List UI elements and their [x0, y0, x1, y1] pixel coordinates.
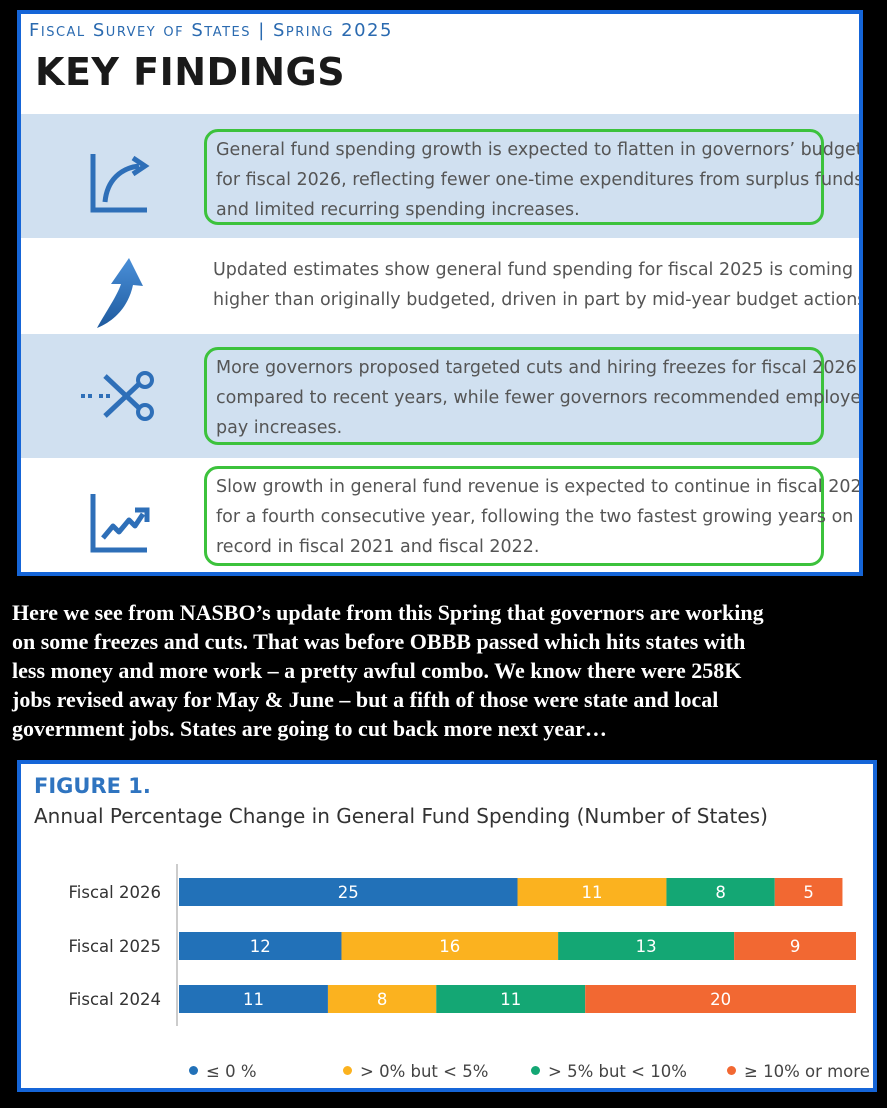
figure-panel: FIGURE 1. Annual Percentage Change in Ge…: [17, 760, 877, 1092]
bar-segment: [517, 878, 667, 906]
finding-3-highlight: More governors proposed targeted cuts an…: [204, 347, 863, 445]
finding-3-line-1: More governors proposed targeted cuts an…: [216, 358, 857, 378]
legend-item: > 0% but < 5%: [343, 1062, 488, 1081]
finding-row-1: General fund spending growth is expected…: [21, 114, 859, 238]
legend-label: > 5% but < 10%: [548, 1062, 687, 1081]
legend-dot: [727, 1066, 736, 1075]
bar-value-label: 11: [500, 990, 521, 1009]
finding-row-4: Slow growth in general fund revenue is e…: [21, 458, 859, 572]
commentary-line-3: less money and more work – a pretty awfu…: [12, 658, 742, 683]
legend-item: ≤ 0 %: [189, 1062, 257, 1081]
category-label: Fiscal 2025: [69, 937, 161, 956]
survey-header: Fiscal Survey of States | Spring 2025: [29, 20, 393, 41]
finding-2-line-2: higher than originally budgeted, driven …: [213, 290, 863, 310]
category-label: Fiscal 2026: [69, 883, 161, 902]
bar-value-label: 9: [790, 937, 801, 956]
bar-value-label: 11: [243, 990, 264, 1009]
legend-label: ≤ 0 %: [206, 1062, 257, 1081]
finding-4-highlight: Slow growth in general fund revenue is e…: [204, 466, 863, 566]
finding-4-line-1: Slow growth in general fund revenue is e…: [216, 477, 863, 497]
finding-1-line-1: General fund spending growth is expected…: [216, 140, 863, 160]
legend-dot: [343, 1066, 352, 1075]
finding-2-text: Updated estimates show general fund spen…: [213, 255, 863, 315]
finding-3-line-3: pay increases.: [216, 418, 343, 438]
bar-segment: [327, 985, 437, 1013]
legend-dot: [531, 1066, 540, 1075]
bar-segment: [774, 878, 843, 906]
category-label: Fiscal 2024: [69, 990, 161, 1009]
bar-value-label: 8: [715, 883, 726, 902]
curved-up-arrow-icon: [77, 250, 157, 330]
finding-row-3: More governors proposed targeted cuts an…: [21, 334, 859, 458]
bar-value-label: 12: [250, 937, 271, 956]
bar-value-label: 16: [439, 937, 460, 956]
bar-segment: [558, 932, 735, 960]
page-title: KEY FINDINGS: [35, 50, 346, 94]
scissors-icon: [77, 356, 157, 436]
legend-label: > 0% but < 5%: [360, 1062, 489, 1081]
finding-4-text: Slow growth in general fund revenue is e…: [216, 472, 863, 562]
bar-value-label: 8: [377, 990, 388, 1009]
commentary-line-4: jobs revised away for May & June – but a…: [12, 687, 719, 712]
commentary-text: Here we see from NASBO’s update from thi…: [12, 598, 884, 743]
bar-segment: [666, 878, 775, 906]
legend-item: ≥ 10% or more: [727, 1062, 870, 1081]
finding-3-text: More governors proposed targeted cuts an…: [216, 353, 863, 443]
commentary-line-2: on some freezes and cuts. That was befor…: [12, 629, 746, 654]
bar-segment: [179, 878, 518, 906]
bar-value-label: 25: [338, 883, 359, 902]
legend-label: ≥ 10% or more: [744, 1062, 870, 1081]
finding-row-2: Updated estimates show general fund spen…: [21, 238, 859, 334]
finding-2-box: Updated estimates show general fund spen…: [204, 252, 863, 322]
curved-growth-chart-icon: [77, 140, 157, 220]
figure-label: FIGURE 1.: [34, 774, 151, 798]
trend-line-chart-icon: [77, 480, 157, 560]
bar-segment: [436, 985, 586, 1013]
bar-segment: [179, 985, 328, 1013]
finding-1-text: General fund spending growth is expected…: [216, 135, 863, 225]
bar-segment: [179, 932, 342, 960]
finding-1-highlight: General fund spending growth is expected…: [204, 129, 863, 225]
chart-legend: ≤ 0 % > 0% but < 5% > 5% but < 10% ≥ 10% or…: [21, 1062, 873, 1086]
key-findings-panel: Fiscal Survey of States | Spring 2025 KE…: [17, 10, 863, 576]
bar-value-label: 13: [636, 937, 657, 956]
bar-segment: [341, 932, 559, 960]
finding-4-line-3: record in fiscal 2021 and fiscal 2022.: [216, 537, 540, 557]
chart-title: Annual Percentage Change in General Fund…: [34, 804, 768, 828]
bar-value-label: 20: [710, 990, 731, 1009]
legend-dot: [189, 1066, 198, 1075]
finding-2-line-1: Updated estimates show general fund spen…: [213, 260, 863, 280]
commentary-line-1: Here we see from NASBO’s update from thi…: [12, 600, 764, 625]
commentary-line-5: government jobs. States are going to cut…: [12, 716, 607, 741]
bar-segment: [734, 932, 856, 960]
bar-value-label: 11: [581, 883, 602, 902]
bar-segment: [585, 985, 856, 1013]
legend-item: > 5% but < 10%: [531, 1062, 687, 1081]
finding-1-line-3: and limited recurring spending increases…: [216, 200, 580, 220]
finding-4-line-2: for a fourth consecutive year, following…: [216, 507, 854, 527]
finding-3-line-2: compared to recent years, while fewer go…: [216, 388, 863, 408]
finding-1-line-2: for fiscal 2026, reflecting fewer one-ti…: [216, 170, 863, 190]
bar-value-label: 5: [803, 883, 814, 902]
stacked-bar-chart: Fiscal 2026 25 11 8 5 Fiscal 2025 12 16 13 9 Fisca…: [69, 864, 856, 1026]
